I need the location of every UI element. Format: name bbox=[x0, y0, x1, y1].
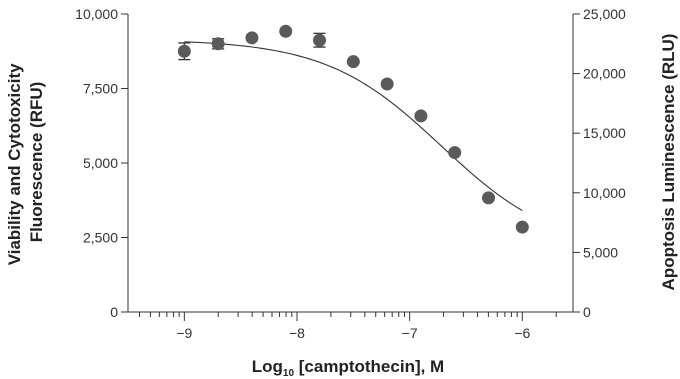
y-axis-right-title: Apoptosis Luminescence (RLU) bbox=[659, 34, 678, 291]
x-tick-label: −7 bbox=[402, 325, 418, 341]
data-point bbox=[313, 33, 327, 47]
x-tick-label: −8 bbox=[289, 325, 305, 341]
y-axis-left-title: Viability and Cytotoxicity Fluorescence … bbox=[5, 59, 46, 266]
y-right-tick-label: 25,000 bbox=[583, 6, 626, 22]
fit-curve-group bbox=[184, 41, 523, 212]
chart-axes: 0 2,500 5,000 7,500 10,000 0 5,000 10,000 15,000… bbox=[75, 6, 626, 341]
x-axis-title: Log10 [camptothecin], M bbox=[252, 357, 444, 379]
data-point bbox=[211, 37, 225, 51]
y-left-tick-label: 10,000 bbox=[75, 6, 118, 22]
y-right-tick-label: 10,000 bbox=[583, 185, 626, 201]
data-point bbox=[448, 146, 462, 160]
y-left-tick-label: 0 bbox=[110, 304, 118, 320]
x-tick-label: −6 bbox=[514, 325, 530, 341]
data-points-group bbox=[177, 24, 529, 234]
fit-curve bbox=[184, 41, 523, 212]
data-point bbox=[245, 31, 259, 45]
y-right-tick-label: 15,000 bbox=[583, 125, 626, 141]
y-right-tick-label: 20,000 bbox=[583, 66, 626, 82]
y-left-tick-label: 2,500 bbox=[83, 230, 118, 246]
x-tick-label: −9 bbox=[176, 325, 192, 341]
y-right-tick-label: 5,000 bbox=[583, 244, 618, 260]
data-point bbox=[177, 44, 191, 58]
data-point bbox=[482, 191, 496, 205]
y-right-tick-label: 0 bbox=[583, 304, 591, 320]
data-point bbox=[346, 55, 360, 69]
y-left-tick-label: 5,000 bbox=[83, 155, 118, 171]
data-point bbox=[380, 77, 394, 91]
data-point bbox=[414, 109, 428, 123]
y-left-tick-label: 7,500 bbox=[83, 81, 118, 97]
data-point bbox=[279, 24, 293, 38]
data-point bbox=[515, 220, 529, 234]
